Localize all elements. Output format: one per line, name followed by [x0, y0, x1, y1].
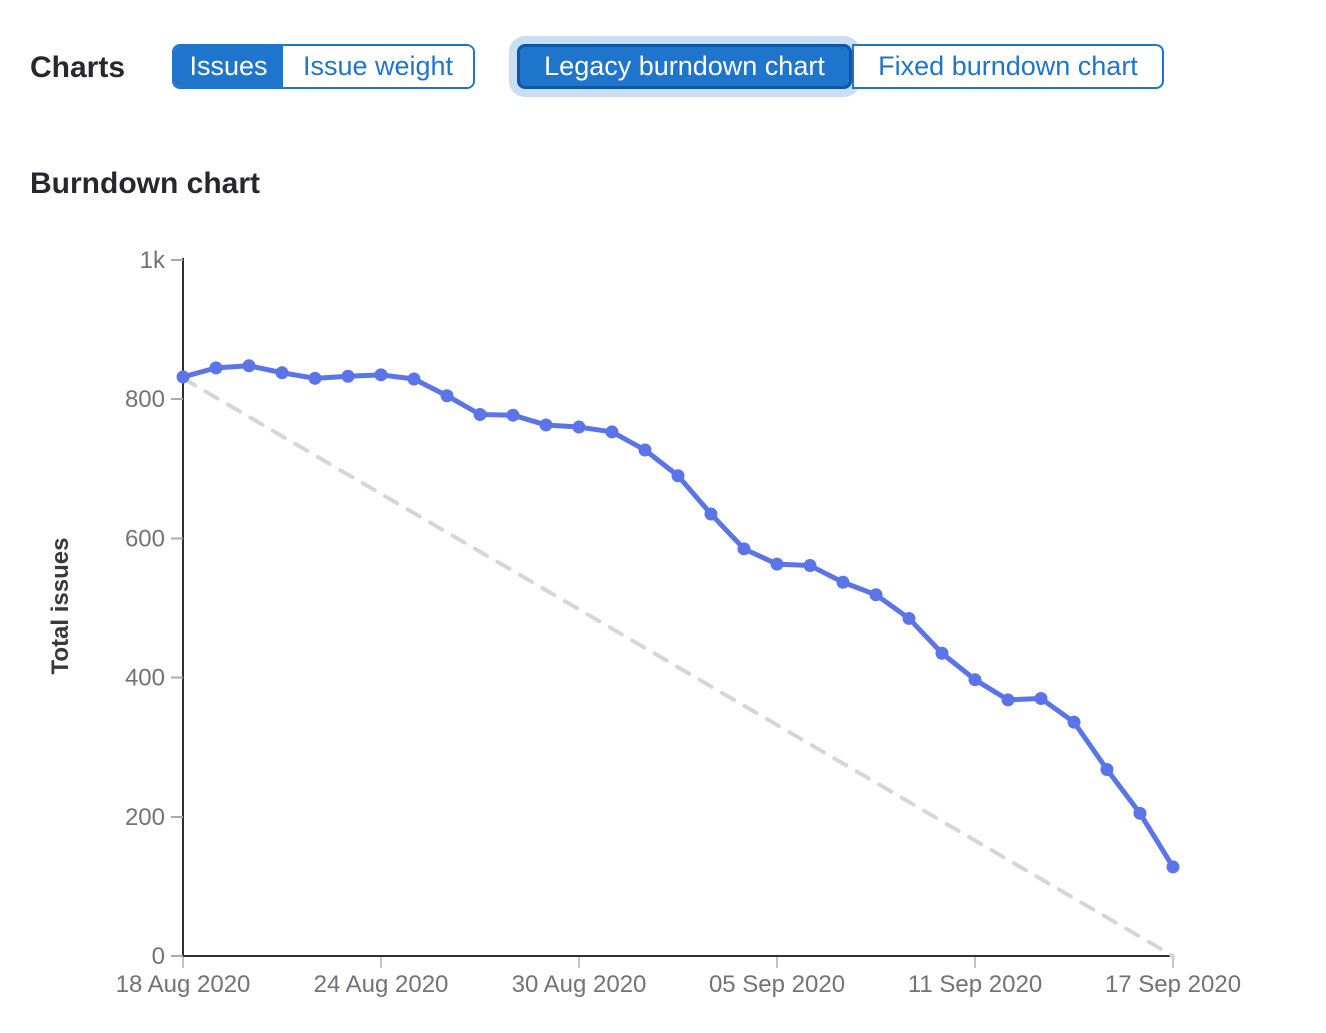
y-tick-label: 400 — [125, 665, 165, 692]
data-point[interactable] — [803, 559, 817, 573]
data-point[interactable] — [968, 673, 982, 687]
issues-series-line — [180, 363, 1176, 870]
data-point[interactable] — [737, 542, 751, 556]
data-point[interactable] — [836, 575, 850, 589]
y-axis-title: Total issues — [47, 538, 74, 675]
data-point[interactable] — [308, 371, 322, 385]
data-point[interactable] — [638, 443, 652, 457]
data-point[interactable] — [242, 359, 256, 373]
data-point[interactable] — [209, 361, 223, 375]
y-tick-label: 800 — [125, 386, 165, 413]
issue-weight-toggle-button[interactable]: Issue weight — [283, 46, 473, 87]
data-point[interactable] — [341, 369, 355, 383]
metric-toggle-group: Issues Issue weight — [172, 44, 475, 89]
data-point[interactable] — [440, 389, 454, 403]
x-tick-label: 11 Sep 2020 — [908, 971, 1042, 998]
page-title: Burndown chart — [30, 167, 260, 200]
x-tick-label: 17 Sep 2020 — [1105, 971, 1241, 998]
chart-type-toggle-group: Legacy burndown chart Fixed burndown cha… — [517, 44, 1164, 89]
y-tick-label: 0 — [152, 943, 165, 970]
data-point[interactable] — [1001, 693, 1015, 707]
legacy-burndown-chart-button[interactable]: Legacy burndown chart — [517, 44, 852, 89]
data-point[interactable] — [407, 372, 421, 386]
x-tick-label: 18 Aug 2020 — [116, 971, 251, 998]
y-tick-label: 1k — [140, 247, 166, 274]
y-tick-label: 200 — [125, 804, 165, 831]
data-point[interactable] — [902, 611, 916, 625]
data-point[interactable] — [1133, 806, 1147, 820]
data-point[interactable] — [539, 418, 553, 432]
data-point[interactable] — [572, 420, 586, 434]
data-point[interactable] — [275, 366, 289, 380]
data-point[interactable] — [176, 370, 190, 384]
x-tick-label: 24 Aug 2020 — [314, 971, 449, 998]
x-tick-label: 05 Sep 2020 — [709, 971, 845, 998]
data-point[interactable] — [1034, 691, 1048, 705]
data-point[interactable] — [935, 646, 949, 660]
data-point[interactable] — [473, 408, 487, 422]
data-point[interactable] — [869, 588, 883, 602]
data-point[interactable] — [605, 425, 619, 439]
data-point[interactable] — [1166, 860, 1180, 874]
charts-label: Charts — [30, 51, 126, 84]
data-point[interactable] — [1100, 762, 1114, 776]
x-tick-label: 30 Aug 2020 — [512, 971, 647, 998]
data-point[interactable] — [704, 507, 718, 521]
fixed-burndown-chart-button[interactable]: Fixed burndown chart — [852, 44, 1164, 89]
data-point[interactable] — [374, 368, 388, 382]
data-point[interactable] — [671, 469, 685, 483]
data-point[interactable] — [506, 408, 520, 422]
ideal-guideline — [181, 376, 1175, 958]
y-tick-label: 600 — [125, 525, 165, 552]
data-point[interactable] — [770, 557, 784, 571]
data-point[interactable] — [1067, 715, 1081, 729]
issues-toggle-button[interactable]: Issues — [174, 46, 283, 87]
